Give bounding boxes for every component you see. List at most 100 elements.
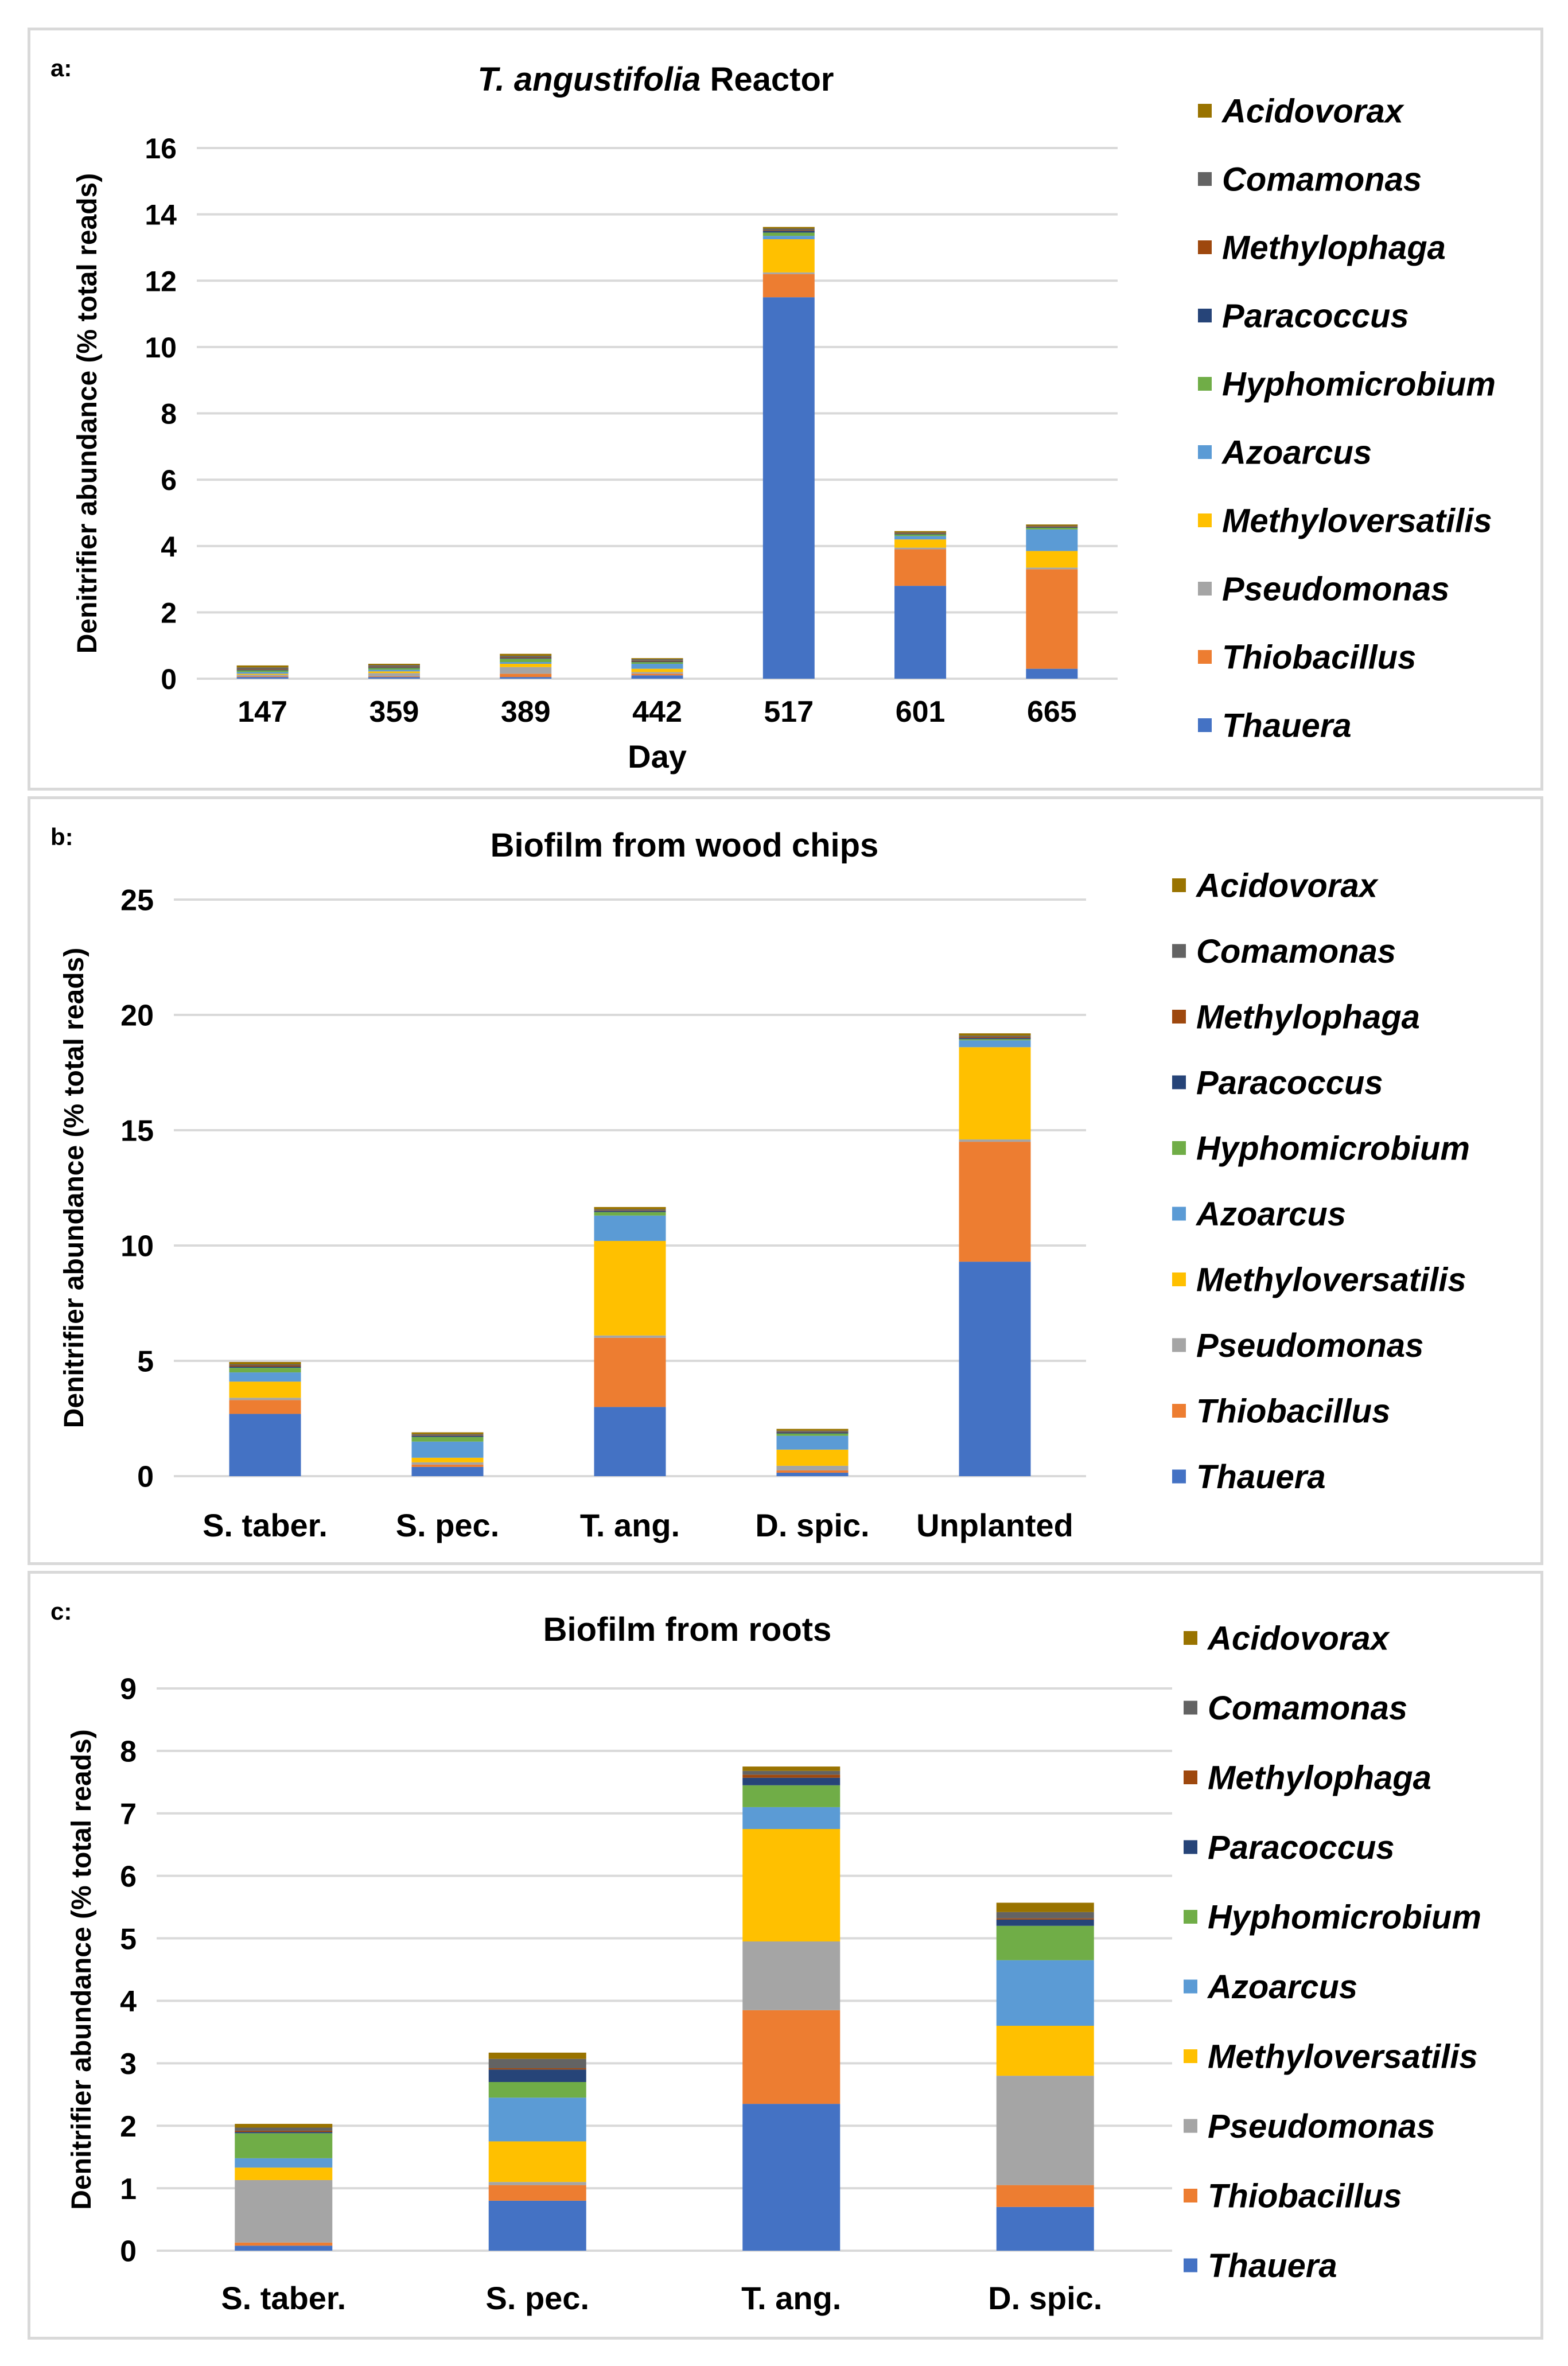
chart-a-xtick-label: 601 <box>896 695 946 729</box>
chart-a-bar-segment-thiobacillus <box>236 676 289 678</box>
chart-b-legend-swatch-pseudomonas <box>1172 1338 1186 1352</box>
chart-c-legend-label-pseudomonas: Pseudomonas <box>1208 2108 1435 2145</box>
chart-b-bar-segment-methylophaga <box>411 1435 484 1436</box>
chart-a-bar-segment-comamonas <box>631 659 683 661</box>
chart-b-ylabel: Denitrifier abundance (% total reads) <box>59 948 90 1429</box>
chart-b-legend-label-comamonas: Comamonas <box>1196 933 1396 970</box>
chart-a-bar-segment-hyphomicrobium <box>500 659 552 663</box>
chart-c-bar-segment-comamonas <box>235 2127 333 2131</box>
chart-c-bar-segment-paracoccus <box>488 2069 586 2082</box>
chart-c-legend-label-methylophaga: Methylophaga <box>1208 1759 1431 1796</box>
chart-b-bar-segment-thauera <box>959 1262 1031 1476</box>
chart-b-bar-segment-methyloversatilis <box>776 1449 849 1466</box>
chart-b-bar-segment-pseudomonas <box>594 1335 666 1338</box>
chart-c-legend-label-methyloversatilis: Methyloversatilis <box>1208 2038 1478 2075</box>
chart-c-bar-segment-acidovorax <box>742 1766 841 1771</box>
chart-a-bar-segment-comamonas <box>236 667 289 670</box>
chart-b-bar-segment-thauera <box>411 1466 484 1476</box>
chart-b-bar-segment-methyloversatilis <box>229 1382 301 1398</box>
chart-c-bar-segment-methylophaga <box>235 2130 333 2132</box>
chart-a-legend-swatch-methylophaga <box>1198 240 1212 254</box>
chart-c-bar-segment-thiobacillus <box>488 2185 586 2201</box>
chart-b-bar-segment-hyphomicrobium <box>411 1437 484 1442</box>
chart-a-bar-segment-thiobacillus <box>631 674 683 676</box>
chart-a-bar-segment-comamonas <box>368 665 420 667</box>
chart-b-bar-segment-paracoccus <box>411 1435 484 1437</box>
chart-a-bar-segment-paracoccus <box>1026 527 1078 528</box>
chart-b-xtick-label: S. pec. <box>396 1507 500 1543</box>
chart-a: a: T. angustifolia Reactor 0 2 4 6 8 10 12 14 16 De… <box>50 55 1496 775</box>
chart-c-bar-segment-thiobacillus <box>996 2185 1094 2207</box>
chart-b-bar-segment-methyloversatilis <box>959 1047 1031 1140</box>
chart-b-ytick-label: 10 <box>120 1230 154 1263</box>
chart-a-bar-segment-hyphomicrobium <box>236 670 289 672</box>
chart-a-legend-swatch-pseudomonas <box>1198 582 1212 596</box>
chart-c-legend-label-paracoccus: Paracoccus <box>1208 1829 1395 1866</box>
chart-b-legend-swatch-thauera <box>1172 1469 1186 1484</box>
chart-c-bar-segment-thiobacillus <box>235 2242 333 2246</box>
chart-b-legend-swatch-methylophaga <box>1172 1010 1186 1024</box>
chart-b-bar-segment-methylophaga <box>776 1431 849 1433</box>
chart-b-bar-segment-pseudomonas <box>411 1462 484 1465</box>
chart-b-bar-segment-thauera <box>594 1407 666 1476</box>
chart-b-bar-segment-thauera <box>776 1472 849 1476</box>
chart-a-bar-segment-methylophaga <box>236 669 289 670</box>
chart-c-xtick-label: D. spic. <box>988 2280 1102 2316</box>
chart-c-legend-swatch-pseudomonas <box>1184 2119 1197 2133</box>
chart-c: c: Biofilm from roots 0 1 2 3 4 5 6 7 8 9 Denitrifie… <box>50 1598 1481 2316</box>
chart-b-bar-segment-hyphomicrobium <box>229 1368 301 1373</box>
chart-a-legend-swatch-methyloversatilis <box>1198 513 1212 527</box>
chart-b-title: Biofilm from wood chips <box>491 827 879 864</box>
chart-b-ytick-label: 15 <box>120 1115 154 1148</box>
chart-b-bar-segment-azoarcus <box>229 1372 301 1382</box>
chart-a-panel-letter: a: <box>50 55 72 81</box>
panel-b: b: Biofilm from wood chips 0 5 10 15 20 25 Denit… <box>28 796 1543 1565</box>
chart-a-legend-label-acidovorax: Acidovorax <box>1221 92 1405 130</box>
chart-a-legend-label-comamonas: Comamonas <box>1222 161 1422 198</box>
chart-a-bar-segment-azoarcus <box>1026 529 1078 551</box>
chart-b-bar-segment-thiobacillus <box>229 1400 301 1414</box>
chart-b-bar-segment-thiobacillus <box>959 1142 1031 1262</box>
chart-b-xtick-label: S. taber. <box>203 1507 328 1543</box>
chart-b-bar-segment-comamonas <box>411 1434 484 1435</box>
chart-a-xtick-label: 665 <box>1027 695 1077 729</box>
chart-c-bar-segment-hyphomicrobium <box>235 2133 333 2158</box>
chart-c-legend-swatch-thauera <box>1184 2258 1197 2272</box>
chart-b-legend-swatch-paracoccus <box>1172 1075 1186 1089</box>
chart-b-bar-segment-hyphomicrobium <box>959 1039 1031 1041</box>
chart-a-ytick-label: 6 <box>161 464 177 496</box>
chart-b-legend-label-methyloversatilis: Methyloversatilis <box>1196 1261 1466 1298</box>
chart-b-bar-segment-methylophaga <box>959 1037 1031 1038</box>
chart-b: b: Biofilm from wood chips 0 5 10 15 20 25 Denit… <box>50 823 1470 1543</box>
chart-a-title: T. angustifolia Reactor <box>478 61 834 98</box>
chart-a-legend-swatch-thauera <box>1198 718 1212 732</box>
chart-a-ytick-label: 8 <box>161 398 177 430</box>
chart-a-bar-segment-thauera <box>631 675 683 679</box>
chart-c-bar-segment-azoarcus <box>742 1807 841 1829</box>
chart-a-ytick-label: 12 <box>145 265 177 297</box>
chart-c-xtick-label: S. taber. <box>221 2280 346 2316</box>
chart-a-bar-segment-azoarcus <box>236 672 289 674</box>
chart-c-legend-swatch-acidovorax <box>1184 1631 1197 1645</box>
chart-a-bar-segment-azoarcus <box>500 662 552 664</box>
chart-c-bar-segment-hyphomicrobium <box>742 1785 841 1807</box>
chart-c-legend-label-comamonas: Comamonas <box>1208 1690 1407 1727</box>
chart-c-bar-segment-paracoccus <box>742 1777 841 1785</box>
chart-c-bar-segment-methylophaga <box>488 2068 586 2070</box>
chart-b-bar-segment-comamonas <box>776 1430 849 1432</box>
chart-a-bar-segment-methyloversatilis <box>1026 551 1078 568</box>
chart-c-bar-segment-thiobacillus <box>742 2010 841 2104</box>
chart-b-legend-label-thauera: Thauera <box>1196 1458 1326 1496</box>
chart-b-bar-segment-paracoccus <box>229 1367 301 1368</box>
chart-a-bar-segment-paracoccus <box>368 667 420 668</box>
chart-a-bar-segment-hyphomicrobium <box>894 534 947 536</box>
chart-c-legend-label-thauera: Thauera <box>1208 2247 1337 2285</box>
chart-c-legend-swatch-methyloversatilis <box>1184 2049 1197 2063</box>
chart-a-bar-segment-thiobacillus <box>1026 569 1078 669</box>
chart-c-ytick-label: 4 <box>120 1985 137 2018</box>
chart-c-legend-swatch-comamonas <box>1184 1700 1197 1715</box>
chart-b-legend-swatch-hyphomicrobium <box>1172 1141 1186 1155</box>
chart-c-bar-segment-hyphomicrobium <box>996 1925 1094 1960</box>
chart-c-xtick-label: S. pec. <box>485 2280 589 2316</box>
chart-a-bar-segment-azoarcus <box>368 670 420 672</box>
